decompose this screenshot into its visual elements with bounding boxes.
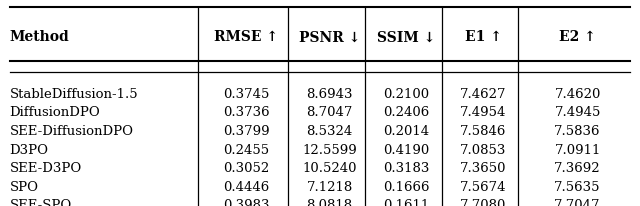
Text: 7.0853: 7.0853 [460,143,506,156]
Text: DiffusionDPO: DiffusionDPO [10,106,100,119]
Text: 0.3983: 0.3983 [223,199,269,206]
Text: 0.3052: 0.3052 [223,162,269,174]
Text: 0.4190: 0.4190 [383,143,429,156]
Text: 0.3183: 0.3183 [383,162,429,174]
Text: SEE-DiffusionDPO: SEE-DiffusionDPO [10,124,134,137]
Text: 0.3799: 0.3799 [223,124,269,137]
Text: 0.1666: 0.1666 [383,180,429,193]
Text: SSIM ↓: SSIM ↓ [377,30,436,44]
Text: 0.2100: 0.2100 [383,87,429,100]
Text: 0.1611: 0.1611 [383,199,429,206]
Text: 8.0818: 8.0818 [307,199,353,206]
Text: 7.5674: 7.5674 [460,180,506,193]
Text: 8.7047: 8.7047 [307,106,353,119]
Text: 0.3736: 0.3736 [223,106,269,119]
Text: 7.4620: 7.4620 [554,87,601,100]
Text: RMSE ↑: RMSE ↑ [214,30,278,44]
Text: 7.0911: 7.0911 [554,143,601,156]
Text: 10.5240: 10.5240 [302,162,357,174]
Text: 7.5836: 7.5836 [554,124,601,137]
Text: 0.2455: 0.2455 [223,143,269,156]
Text: 7.4954: 7.4954 [460,106,506,119]
Text: 12.5599: 12.5599 [302,143,357,156]
Text: Method: Method [10,30,69,44]
Text: 0.4446: 0.4446 [223,180,269,193]
Text: 7.4945: 7.4945 [554,106,601,119]
Text: 8.5324: 8.5324 [307,124,353,137]
Text: 0.3745: 0.3745 [223,87,269,100]
Text: StableDiffusion-1.5: StableDiffusion-1.5 [10,87,138,100]
Text: 0.2014: 0.2014 [383,124,429,137]
Text: SPO: SPO [10,180,38,193]
Text: 7.4627: 7.4627 [460,87,506,100]
Text: SEE-SPO: SEE-SPO [10,199,72,206]
Text: 7.5635: 7.5635 [554,180,601,193]
Text: D3PO: D3PO [10,143,49,156]
Text: 7.7047: 7.7047 [554,199,601,206]
Text: 0.2406: 0.2406 [383,106,429,119]
Text: 7.3692: 7.3692 [554,162,601,174]
Text: 7.7080: 7.7080 [460,199,506,206]
Text: 7.5846: 7.5846 [460,124,506,137]
Text: E2 ↑: E2 ↑ [559,30,596,44]
Text: SEE-D3PO: SEE-D3PO [10,162,82,174]
Text: E1 ↑: E1 ↑ [465,30,502,44]
Text: 7.1218: 7.1218 [307,180,353,193]
Text: 7.3650: 7.3650 [460,162,506,174]
Text: PSNR ↓: PSNR ↓ [299,30,360,44]
Text: 8.6943: 8.6943 [307,87,353,100]
